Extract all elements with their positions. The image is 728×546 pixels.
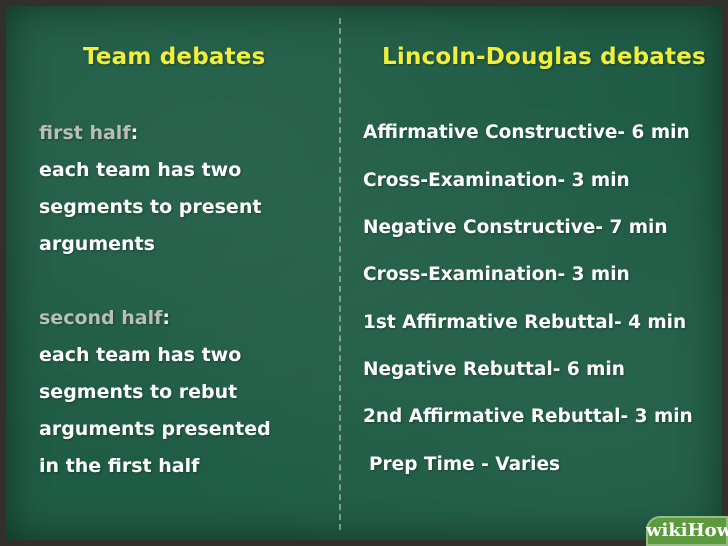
- lincoln-douglas-heading: Lincoln-Douglas debates: [382, 44, 706, 70]
- ld-item-3: Negative Constructive- 7 min: [363, 217, 668, 238]
- second-half-line-4: in the first half: [39, 455, 200, 477]
- first-half-label: first half: [39, 122, 131, 144]
- second-half-colon: :: [162, 307, 170, 329]
- first-half-colon: :: [130, 122, 139, 144]
- second-half-line-2: segments to rebut: [39, 381, 238, 403]
- second-half-line-3: arguments presented: [39, 418, 271, 440]
- ld-item-4: Cross-Examination- 3 min: [363, 264, 630, 285]
- wikihow-watermark: wikiHow: [646, 516, 728, 546]
- first-half-line-2: segments to present: [39, 196, 262, 218]
- second-half-label-line: second half:: [39, 300, 170, 337]
- column-divider: [339, 18, 341, 530]
- chalkboard: [6, 6, 722, 540]
- team-debates-heading: Team debates: [83, 44, 266, 70]
- first-half-line-1: each team has two: [39, 159, 242, 181]
- ld-item-5: 1st Affirmative Rebuttal- 4 min: [363, 312, 687, 333]
- ld-item-6: Negative Rebuttal- 6 min: [363, 359, 625, 380]
- second-half-line-1: each team has two: [39, 344, 242, 366]
- ld-item-1: Affirmative Constructive- 6 min: [363, 122, 690, 143]
- ld-item-7: 2nd Affirmative Rebuttal- 3 min: [363, 406, 693, 427]
- first-half-line-3: arguments: [39, 233, 155, 255]
- second-half-label: second half: [39, 307, 163, 329]
- ld-item-8: Prep Time - Varies: [369, 454, 561, 475]
- ld-item-2: Cross-Examination- 3 min: [363, 170, 630, 191]
- first-half-label-line: first half:: [39, 115, 138, 152]
